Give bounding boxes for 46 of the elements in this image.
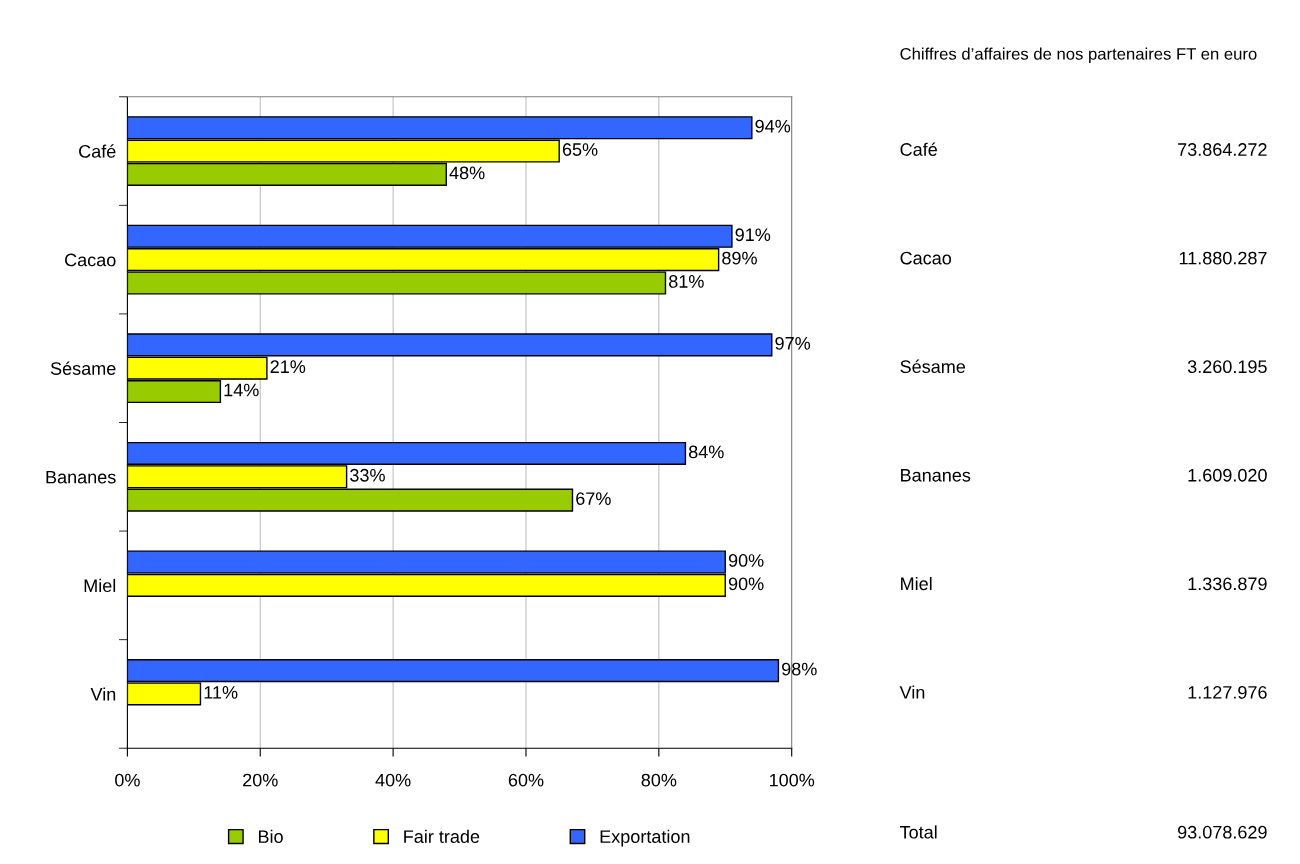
x-tick-label: 0% [115, 773, 140, 787]
y-tick-label: Sésame [50, 361, 116, 375]
legend-label: Bio [258, 829, 283, 843]
text: 81% [669, 275, 704, 288]
category-label: Café [900, 142, 937, 156]
text: 90% [728, 554, 764, 567]
text: 97% [775, 336, 811, 350]
text: 1.609.020 [1188, 468, 1267, 482]
text: 3.260.195 [1187, 360, 1267, 374]
text: 91% [735, 228, 771, 242]
text: 73.864.272 [1178, 143, 1267, 156]
category-label: Cacao [900, 251, 952, 265]
y-tick-label: Cacao [65, 253, 116, 267]
text: 11.880.287 [1179, 251, 1267, 265]
x-tick-label: 80% [641, 773, 677, 787]
text: 14% [224, 383, 259, 397]
text: 90% [728, 577, 764, 591]
text: 84% [688, 445, 724, 459]
text: 65% [562, 143, 598, 156]
x-tick-label: 20% [243, 773, 278, 787]
category-label: Sésame [900, 359, 966, 374]
text: Chiffres d’affaires de nos partenaires FT en euro [900, 47, 1257, 64]
y-tick-label: Miel [84, 578, 116, 593]
y-tick-label: Vin [90, 687, 116, 701]
text: 1.336.879 [1188, 577, 1267, 591]
y-tick-label: Bananes [46, 470, 116, 484]
category-label: Bananes [901, 469, 971, 482]
text: 67% [576, 492, 611, 505]
category-label: Total [900, 825, 937, 839]
text: 98% [782, 662, 817, 676]
text: 94% [755, 119, 791, 133]
text: 21% [270, 360, 306, 373]
text: 93.078.629 [1177, 825, 1267, 839]
text: 48% [449, 166, 485, 180]
text: 89% [722, 251, 757, 265]
x-tick-label: 100% [769, 773, 815, 787]
x-tick-label: 60% [508, 773, 544, 787]
legend-label: Exportation [600, 829, 690, 847]
text: 33% [350, 468, 385, 482]
text: 1.127.976 [1188, 686, 1267, 699]
text: 11% [204, 686, 238, 699]
y-tick-label: Café [79, 144, 116, 158]
x-tick-label: 40% [375, 773, 411, 787]
category-label: Vin [899, 685, 925, 699]
legend-label: Fair trade [404, 829, 480, 843]
category-label: Miel [901, 576, 932, 591]
